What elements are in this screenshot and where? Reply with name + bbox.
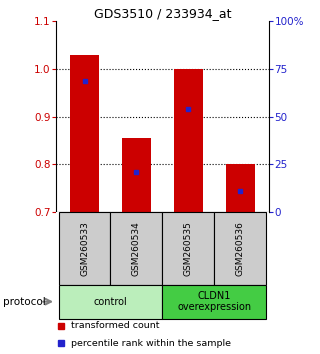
Title: GDS3510 / 233934_at: GDS3510 / 233934_at (94, 7, 231, 20)
Text: protocol: protocol (3, 297, 46, 307)
Text: GSM260534: GSM260534 (132, 221, 141, 276)
Text: GSM260533: GSM260533 (80, 221, 89, 276)
Bar (163, 212, 214, 285)
Text: percentile rank within the sample: percentile rank within the sample (71, 339, 231, 348)
Text: GSM260535: GSM260535 (184, 221, 193, 276)
Text: transformed count: transformed count (71, 321, 159, 330)
Text: GSM260536: GSM260536 (236, 221, 245, 276)
Bar (59, 212, 110, 285)
Text: CLDN1
overexpression: CLDN1 overexpression (177, 291, 252, 313)
Bar (226, 164, 254, 212)
Bar (122, 138, 151, 212)
Bar (214, 212, 266, 285)
Bar (70, 55, 99, 212)
Bar (59, 285, 163, 319)
Text: control: control (94, 297, 127, 307)
Bar (110, 212, 163, 285)
Bar (163, 285, 266, 319)
Bar (174, 69, 203, 212)
